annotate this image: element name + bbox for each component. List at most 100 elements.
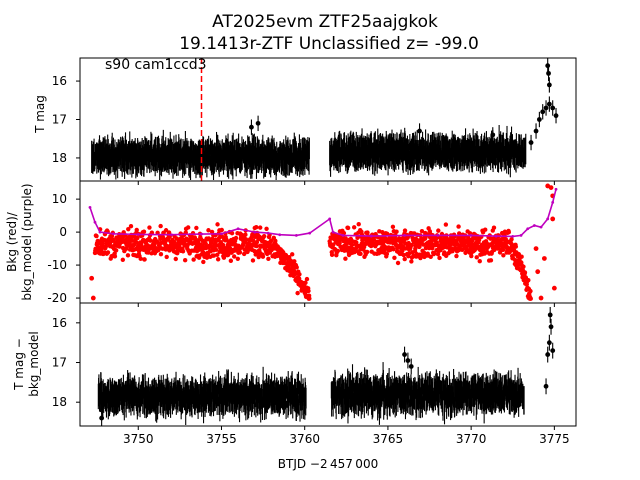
data-point [491,225,497,230]
data-point [233,235,239,241]
data-point [454,253,459,259]
data-point [541,256,547,261]
data-point [182,258,188,263]
y-tick-label: 16 [52,316,67,330]
data-point [90,295,96,301]
y-tick-label: 16 [52,74,67,88]
data-point [231,254,237,259]
data-point [99,415,105,421]
data-point [201,259,206,265]
bot-ylabel-line-2: bkg_model [27,331,41,397]
data-point [390,224,396,230]
data-point [456,224,461,229]
data-point [391,247,396,252]
bkg-model-point [551,201,555,204]
data-point [123,246,129,252]
data-point [435,251,441,257]
data-point [241,251,247,257]
data-point [294,265,299,270]
data-point [521,264,526,269]
data-point [89,275,95,281]
data-point [405,358,411,363]
data-point [164,254,169,260]
data-point [355,235,360,240]
data-point [295,290,300,296]
data-point [128,224,134,229]
data-point [509,237,514,242]
data-point [384,231,390,236]
bkg-model-point [369,234,373,238]
data-point [547,312,553,318]
data-point [365,230,370,235]
bkg-model-point [111,232,115,236]
bkg-model-point [220,232,223,236]
x-tick-label: 3760 [289,432,320,446]
data-point [540,109,546,115]
data-point [135,235,140,241]
data-point [528,288,533,294]
data-point [513,244,519,249]
data-point [364,249,370,255]
data-point [112,254,118,259]
data-point [501,253,506,258]
y-tick-label: -20 [47,291,67,305]
data-point [243,237,249,242]
data-point [215,257,221,262]
bkg-model-point [136,233,140,236]
data-point [354,240,359,245]
data-point [94,233,99,239]
y-tick-label: 18 [52,151,67,165]
data-point [548,324,554,330]
data-point [292,259,297,264]
data-point [477,259,482,264]
data-point [243,232,248,237]
data-point [543,383,549,389]
data-point [538,295,544,301]
bkg-model-point [294,234,298,237]
data-point [149,251,154,256]
bkg-model-point [331,230,335,234]
data-point [307,296,312,301]
data-point [120,257,126,262]
bot-ylabel-line-1: T mag − [12,338,26,391]
data-point [228,258,234,263]
data-point [100,241,105,246]
bkg-model-point [494,234,498,238]
data-point [528,296,533,301]
bkg-model-point [236,227,240,231]
bkg-model-point [546,217,550,221]
data-point [286,255,292,260]
data-point [335,248,341,254]
data-point [550,216,556,222]
bkg-model-point [200,232,203,236]
data-point [343,256,348,261]
data-point [550,105,556,111]
data-point [349,242,355,248]
data-point [528,140,534,145]
bkg-model-point [554,187,558,191]
data-point [536,117,542,122]
data-point [158,223,163,229]
data-point [551,285,557,291]
x-tick-label: 3750 [123,432,154,446]
data-point [519,254,524,259]
data-point [550,348,556,354]
data-point [303,280,308,285]
data-point [417,244,422,249]
data-point [194,225,199,231]
data-point [533,128,539,134]
x-tick-label: 3765 [373,432,404,446]
bkg-model-point [436,234,440,237]
data-point [384,251,390,257]
data-point [431,251,437,256]
data-point [470,244,475,250]
panel-background: -20 -10 0 10 [47,180,577,307]
data-point [147,225,152,230]
data-point [254,224,259,230]
data-point [221,255,227,260]
bkg-model-point [403,234,406,237]
data-point [255,120,261,126]
axes-frame [79,302,577,427]
y-tick-label: 17 [52,356,67,370]
